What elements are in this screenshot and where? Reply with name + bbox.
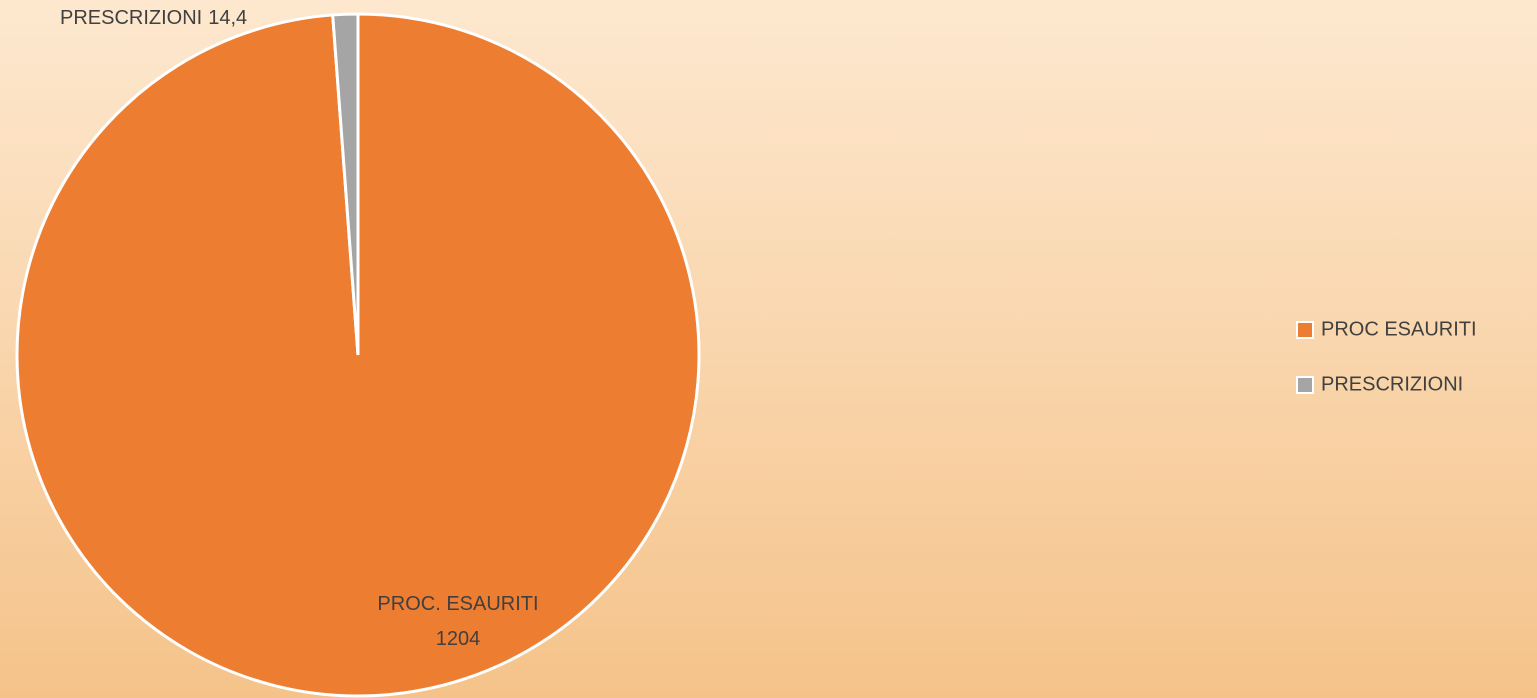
data-label-value: 1204 [436,628,481,650]
legend-label: PROC ESAURITI [1321,318,1477,340]
data-label-name: PRESCRIZIONI [60,7,202,29]
legend-label: PRESCRIZIONI [1321,373,1463,395]
data-label-name: PROC. ESAURITI [377,593,538,615]
data-label: PRESCRIZIONI 14,4 [60,7,247,29]
data-label-value: 14,4 [208,7,247,29]
legend-swatch [1296,321,1314,339]
pie-slice [331,12,360,356]
data-label: PROC. ESAURITI 1204 [377,593,538,650]
legend-swatch [1296,376,1314,394]
